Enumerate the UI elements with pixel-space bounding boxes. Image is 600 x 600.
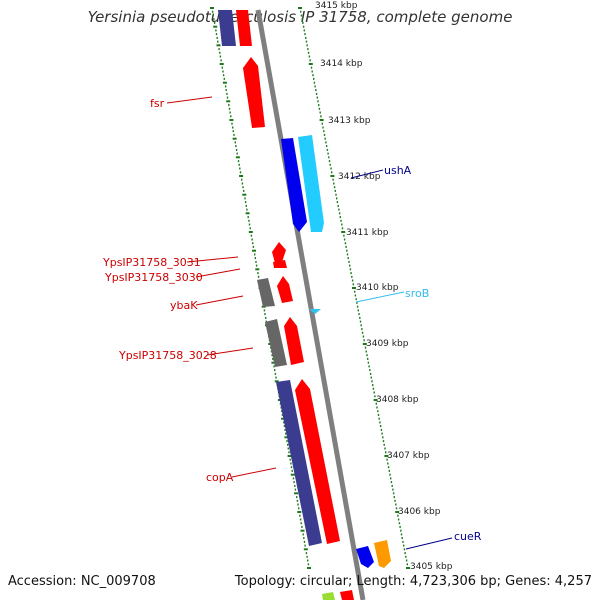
kbp-label: 3409 kbp xyxy=(366,339,409,349)
gene-label-3028[interactable]: YpsIP31758_3028 xyxy=(118,349,217,362)
kbp-label: 3408 kbp xyxy=(376,395,419,405)
gene-labels: fsr ushA YpsIP31758_3031 YpsIP31758_3030… xyxy=(102,97,482,543)
kbp-label: 3414 kbp xyxy=(320,59,363,69)
gene-arrow-gray-2 xyxy=(265,319,287,367)
genome-summary-text: Topology: circular; Length: 4,723,306 bp… xyxy=(234,574,592,589)
gene-arrow-bottom-green xyxy=(322,592,335,600)
kbp-label: 3411 kbp xyxy=(346,228,389,238)
gene-arrow-gray-1 xyxy=(257,278,275,307)
gene-arrow-3028 xyxy=(284,317,304,365)
left-tick-track xyxy=(210,7,311,569)
gene-arrow-fsr xyxy=(243,57,265,128)
gene-label-copA[interactable]: copA xyxy=(206,471,234,484)
kbp-labels: 3415 kbp 3414 kbp 3413 kbp 3412 kbp 3411… xyxy=(315,1,453,572)
gene-arrow-copA xyxy=(295,379,340,544)
gene-arrow-3031 xyxy=(272,242,286,263)
kbp-label: 3413 kbp xyxy=(328,116,371,126)
accession-text: Accession: NC_009708 xyxy=(8,574,156,589)
kbp-label: 3410 kbp xyxy=(356,283,399,293)
gene-arrow-top-forward xyxy=(236,10,252,46)
gene-label-3030[interactable]: YpsIP31758_3030 xyxy=(104,271,203,284)
kbp-label: 3412 kbp xyxy=(338,172,381,182)
gene-label-ushA[interactable]: ushA xyxy=(384,164,412,177)
gene-arrow-ushA xyxy=(281,138,307,232)
gene-features xyxy=(218,10,391,600)
kbp-label: 3405 kbp xyxy=(410,562,453,572)
gene-arrow-orange xyxy=(374,540,391,568)
gene-arrow-cyan xyxy=(298,135,324,232)
gene-arrow-ybaK xyxy=(277,276,293,303)
gene-label-3031[interactable]: YpsIP31758_3031 xyxy=(102,256,201,269)
gene-arrow-cueR xyxy=(356,546,374,568)
kbp-label: 3415 kbp xyxy=(315,1,358,11)
right-tick-track xyxy=(298,7,410,569)
map-title: Yersinia pseudotuberculosis IP 31758, co… xyxy=(87,8,513,26)
gene-arrow-top-reverse xyxy=(218,10,236,46)
kbp-label: 3407 kbp xyxy=(387,451,430,461)
gene-label-sroB[interactable]: sroB xyxy=(405,287,429,300)
label-leaders xyxy=(166,96,453,550)
gene-label-ybaK[interactable]: ybaK xyxy=(170,299,198,312)
gene-arrow-bottom-red xyxy=(340,590,354,600)
gene-label-cueR[interactable]: cueR xyxy=(454,530,482,543)
kbp-label: 3406 kbp xyxy=(398,507,441,517)
gene-label-fsr[interactable]: fsr xyxy=(150,97,165,110)
gene-arrow-reverse-long xyxy=(276,380,322,546)
ncrna-sroB xyxy=(309,309,321,314)
gene-arrow-3030 xyxy=(273,260,287,268)
genome-backbone xyxy=(255,9,366,600)
